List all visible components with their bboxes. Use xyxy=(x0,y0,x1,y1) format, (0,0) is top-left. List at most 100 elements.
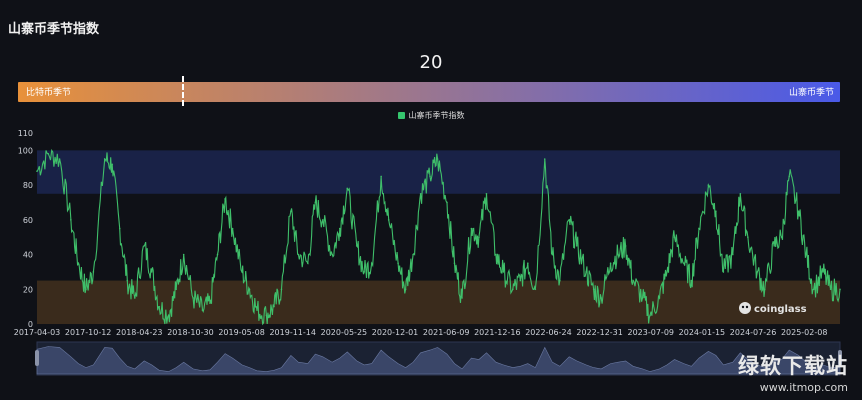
data-point xyxy=(322,219,324,221)
data-point xyxy=(722,271,725,273)
data-point xyxy=(585,271,587,273)
data-point xyxy=(77,262,80,265)
y-tick-label: 80 xyxy=(23,181,33,190)
data-point xyxy=(534,288,537,291)
data-point xyxy=(111,163,114,166)
slider-area xyxy=(36,346,841,375)
data-point xyxy=(201,309,204,311)
data-point xyxy=(641,297,644,299)
altcoin-season-band xyxy=(37,150,840,194)
data-point xyxy=(429,175,431,178)
legend-series-label: 山寨币季节指数 xyxy=(408,111,465,120)
data-point xyxy=(387,219,390,221)
data-point xyxy=(551,253,554,256)
data-point xyxy=(363,271,366,273)
data-point xyxy=(273,305,275,308)
logo-eye-icon xyxy=(741,305,745,309)
data-point xyxy=(666,271,668,273)
x-tick-label: 2022-06-24 xyxy=(525,328,572,337)
data-point xyxy=(265,314,268,317)
data-point xyxy=(527,262,529,265)
x-tick-label: 2024-07-26 xyxy=(730,328,777,337)
data-point xyxy=(241,271,243,273)
bitcoin-season-band xyxy=(37,280,840,324)
data-point xyxy=(609,262,612,265)
chart-legend[interactable]: 山寨币季节指数 xyxy=(0,110,862,121)
data-point xyxy=(47,153,50,155)
x-tick-label: 2024-01-15 xyxy=(679,328,726,337)
data-point xyxy=(436,158,439,160)
data-point xyxy=(461,297,463,299)
data-point xyxy=(118,227,121,230)
x-tick-label: 2020-12-01 xyxy=(372,328,419,337)
data-point xyxy=(446,201,448,204)
x-tick-label: 2025-02-08 xyxy=(781,328,828,337)
y-tick-label: 40 xyxy=(23,251,33,260)
data-point xyxy=(797,210,800,212)
data-point xyxy=(58,158,61,160)
data-point xyxy=(519,279,522,282)
zone-bands xyxy=(37,150,840,324)
x-tick-label: 2019-11-14 xyxy=(269,328,316,337)
data-point xyxy=(404,288,407,291)
data-point xyxy=(338,227,341,230)
site-watermark-url: www.itmop.com xyxy=(759,381,848,394)
data-point xyxy=(290,210,292,212)
data-point xyxy=(224,198,226,200)
y-tick-label: 0 xyxy=(28,320,33,329)
y-tick-label: 110 xyxy=(18,129,33,138)
data-point xyxy=(683,262,685,265)
coinglass-logo-text: coinglass xyxy=(754,304,807,315)
data-point xyxy=(690,279,693,282)
x-tick-label: 2021-06-09 xyxy=(423,328,470,337)
slider-left-handle[interactable] xyxy=(35,350,39,366)
data-point xyxy=(805,253,807,256)
data-point xyxy=(822,271,824,273)
data-point xyxy=(216,253,219,256)
data-point xyxy=(150,271,153,273)
data-point xyxy=(624,245,627,247)
current-index-value: 20 xyxy=(419,52,443,73)
data-point xyxy=(829,288,832,291)
data-point xyxy=(502,271,505,273)
data-point xyxy=(543,158,546,160)
site-watermark-name: 绿软下载站 xyxy=(738,354,848,378)
data-point xyxy=(331,253,334,256)
x-tick-label: 2021-12-16 xyxy=(474,328,521,337)
data-point xyxy=(773,245,775,247)
data-point xyxy=(92,271,95,273)
data-point xyxy=(788,175,791,178)
data-point xyxy=(739,192,742,195)
data-point xyxy=(314,201,317,204)
y-axis: 0 20 40 60 80 100 110 xyxy=(18,129,33,329)
data-zoom-slider[interactable] xyxy=(35,341,842,376)
data-point xyxy=(839,288,841,291)
data-point xyxy=(182,253,185,256)
data-point xyxy=(231,227,234,230)
x-tick-label: 2018-04-23 xyxy=(116,328,163,337)
slider-right-handle[interactable] xyxy=(838,350,842,366)
data-point xyxy=(673,236,676,238)
current-value-marker xyxy=(182,76,185,106)
data-point xyxy=(380,175,382,178)
data-point xyxy=(812,288,815,291)
data-point xyxy=(592,288,595,291)
y-tick-label: 20 xyxy=(23,285,33,294)
data-point xyxy=(698,227,700,230)
y-tick-label: 60 xyxy=(23,216,33,225)
x-tick-label: 2017-10-12 xyxy=(65,328,112,337)
data-point xyxy=(370,262,373,265)
data-point xyxy=(133,297,136,299)
data-point xyxy=(575,245,578,247)
data-point xyxy=(412,253,414,256)
data-point xyxy=(103,158,106,160)
data-point xyxy=(175,288,177,291)
data-point xyxy=(280,288,283,291)
data-point xyxy=(307,262,309,265)
data-point xyxy=(649,314,651,317)
data-point xyxy=(511,288,514,291)
data-point xyxy=(248,288,251,291)
series-line xyxy=(36,148,841,326)
data-point xyxy=(158,305,161,308)
data-point xyxy=(126,279,129,282)
